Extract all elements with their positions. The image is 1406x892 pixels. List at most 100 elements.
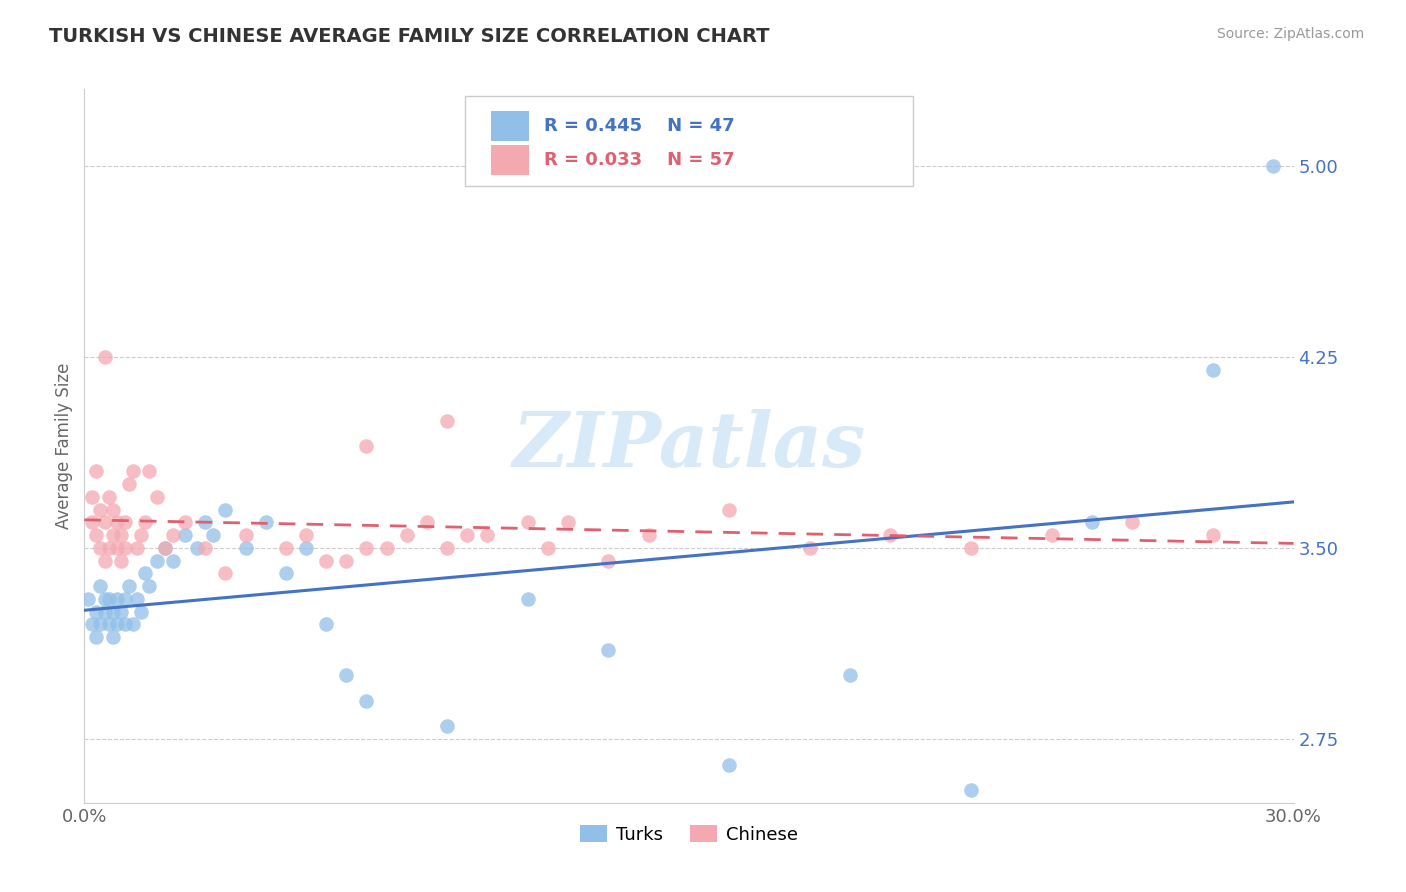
Point [295,528,318,542]
Point [105,617,128,632]
Point [129,605,152,619]
Point [118,477,141,491]
Point [162,528,184,542]
Point [274,566,297,581]
Point [138,579,160,593]
Point [114,516,136,530]
Point [162,554,184,568]
Point [718,757,741,772]
Point [93,554,115,568]
Point [125,541,148,555]
Point [1263,159,1285,173]
Text: Source: ZipAtlas.com: Source: ZipAtlas.com [1216,27,1364,41]
Point [110,605,132,619]
Point [375,541,398,555]
Point [134,516,156,530]
Point [97,490,120,504]
Point [436,413,458,427]
Point [436,719,458,733]
Point [97,617,120,632]
Point [138,465,160,479]
Point [295,541,318,555]
Point [114,591,136,606]
Point [153,541,176,555]
Point [146,554,169,568]
Point [82,490,104,504]
Point [110,554,132,568]
FancyBboxPatch shape [491,111,529,141]
Point [456,528,478,542]
Point [315,617,337,632]
Point [356,541,378,555]
Point [315,554,337,568]
Point [1202,362,1225,376]
Point [125,591,148,606]
Point [153,541,176,555]
Point [516,516,538,530]
Point [105,591,128,606]
Point [97,541,120,555]
Text: R = 0.445    N = 47: R = 0.445 N = 47 [544,117,734,135]
Point [516,591,538,606]
Point [598,643,620,657]
Point [105,516,128,530]
Point [186,541,208,555]
Point [93,516,115,530]
Legend: Turks, Chinese: Turks, Chinese [572,818,806,851]
Point [82,516,104,530]
Point [114,541,136,555]
Point [416,516,439,530]
FancyBboxPatch shape [491,145,529,175]
Point [97,591,120,606]
Point [718,502,741,516]
Point [436,541,458,555]
Point [879,528,901,542]
Point [960,783,983,797]
Point [101,630,124,644]
Point [235,541,257,555]
Point [174,528,197,542]
Point [356,694,378,708]
Point [114,617,136,632]
Point [82,617,104,632]
Point [557,516,579,530]
Point [335,554,357,568]
Point [194,516,217,530]
Point [134,566,156,581]
Point [129,528,152,542]
Point [105,541,128,555]
Point [93,591,115,606]
Point [214,502,236,516]
Point [1040,528,1063,542]
Text: ZIPatlas: ZIPatlas [512,409,866,483]
Point [1202,528,1225,542]
Point [174,516,197,530]
Point [121,617,143,632]
Point [598,554,620,568]
Point [395,528,418,542]
Text: TURKISH VS CHINESE AVERAGE FAMILY SIZE CORRELATION CHART: TURKISH VS CHINESE AVERAGE FAMILY SIZE C… [49,27,769,45]
Point [146,490,169,504]
Point [89,502,111,516]
Point [86,465,108,479]
Point [477,528,499,542]
Point [77,591,100,606]
Point [235,528,257,542]
Point [335,668,357,682]
Point [121,465,143,479]
Text: R = 0.033    N = 57: R = 0.033 N = 57 [544,151,734,169]
Point [101,528,124,542]
Point [839,668,862,682]
FancyBboxPatch shape [465,96,912,186]
Point [93,605,115,619]
Point [101,605,124,619]
Point [194,541,217,555]
Point [93,350,115,364]
Point [1081,516,1104,530]
Point [1121,516,1143,530]
Point [356,439,378,453]
Point [86,630,108,644]
Point [254,516,277,530]
Point [637,528,659,542]
Point [214,566,236,581]
